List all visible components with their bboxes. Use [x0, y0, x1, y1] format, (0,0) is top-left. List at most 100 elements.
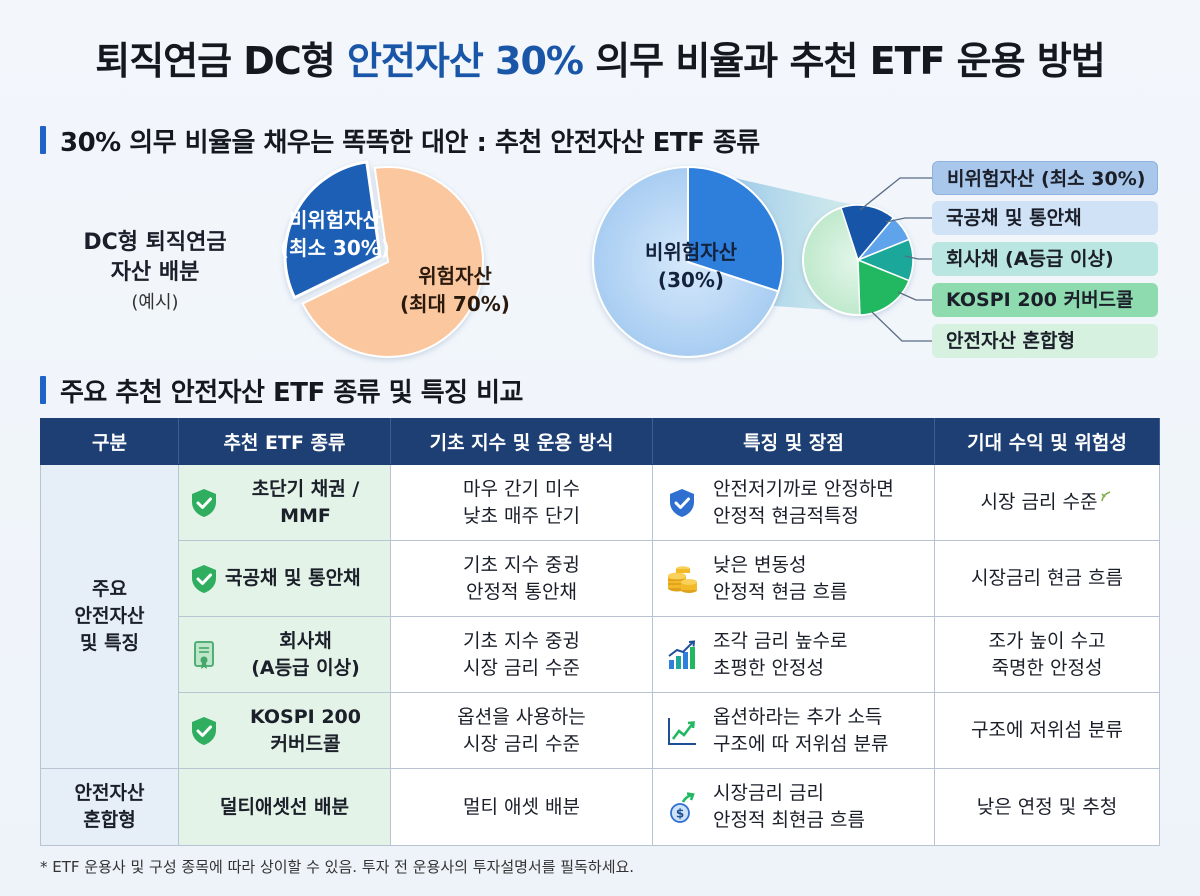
category-mixed: 안전자산 혼합형	[40, 768, 179, 846]
etf-name-line2: (A등급 이상)	[251, 656, 360, 679]
dollar-growth-icon: $	[670, 792, 695, 823]
svg-text:$: $	[676, 807, 684, 821]
expected-cell: 시장금리 현금 흐름	[934, 540, 1160, 617]
legend-item-government: 국공채 및 통안채	[932, 201, 1158, 235]
shield-check-icon	[192, 564, 216, 593]
allocation-label-sub: (예시)	[131, 292, 179, 313]
shield-check-icon	[192, 488, 216, 517]
feature-line1: 조각 금리 높수로	[713, 629, 848, 652]
feature-line1: 안전저기까로 안정하면	[713, 477, 894, 500]
expected-cell: 시장 금리 수준	[934, 464, 1160, 541]
etf-cell: 초단기 채권 / MMF	[178, 464, 391, 541]
allocation-label-line1: DC형 퇴직연금	[83, 230, 227, 255]
expected-text: 시장 금리 수준	[980, 491, 1098, 513]
index-cell: 마우 간기 미수 낮초 매주 단기	[390, 464, 653, 541]
etf-name-line1: 국공채 및 통안채	[225, 567, 361, 589]
feature-line2: 초평한 안정성	[713, 656, 824, 679]
index-cell: 멀티 애셋 배분	[390, 768, 653, 846]
growth-chart-icon	[668, 639, 696, 669]
legend-item-mixed: 안전자산 혼합형	[932, 324, 1158, 358]
feature-line1: 낮은 변동성	[713, 553, 807, 576]
allocation-label: DC형 퇴직연금 자산 배분 (예시)	[70, 228, 240, 318]
feature-line1: 시장금리 금리	[713, 782, 824, 804]
index-line1: 기초 지수 중귕	[463, 553, 580, 576]
legend-item-corporate: 회사채 (A등급 이상)	[932, 242, 1158, 276]
header-etf-type: 추천 ETF 종류	[178, 418, 391, 465]
breakdown-pie	[802, 204, 914, 316]
expected-cell: 조가 높이 수고 죽명한 안정성	[934, 616, 1160, 693]
index-line2: 시장 금리 수준	[463, 656, 580, 679]
page-title: 퇴직연금 DC형 안전자산 30% 의무 비율과 추천 ETF 운용 방법	[0, 30, 1200, 85]
title-part2: 의무 비율과 추천 ETF 운용 방법	[582, 39, 1106, 83]
feature-line2: 안정적 현금 흐름	[713, 580, 848, 603]
etf-cell: 국공채 및 통안채	[178, 540, 391, 617]
index-line2: 안정적 통안채	[466, 580, 577, 603]
feature-line2: 안정적 현금적특정	[713, 504, 859, 527]
index-line2: 시장 금리 수준	[463, 732, 580, 755]
breakdown-slice-short-term	[840, 204, 895, 262]
allocation-label-line2: 자산 배분	[110, 260, 200, 285]
etf-name-line2: MMF	[280, 504, 331, 527]
title-part1: 퇴직연금 DC형	[95, 39, 347, 83]
pie-slice-safe	[283, 160, 382, 300]
index-line1: 마우 간기 미수	[463, 477, 580, 500]
sprout-icon	[1101, 491, 1111, 502]
etf-name-line2: 커버드콜	[270, 732, 341, 755]
category-line3: 및 특징	[79, 632, 140, 654]
shield-check-icon	[670, 488, 694, 517]
shield-check-icon	[192, 716, 216, 745]
expected-line2: 죽명한 안정성	[991, 656, 1103, 679]
index-line1: 기초 지수 중귕	[463, 629, 580, 652]
category-line1: 안전자산	[74, 782, 145, 804]
feature-line1: 옵션하라는 추가 소득	[713, 705, 883, 728]
etf-cell: 덜티애셋선 배분	[178, 768, 391, 846]
pie-label-safe-line2: (최소 30%)	[280, 236, 390, 260]
legend-leader-lines	[859, 177, 932, 342]
certificate-icon	[194, 640, 214, 669]
etf-name-line1: KOSPI 200	[250, 705, 361, 728]
footnote: * ETF 운용사 및 구성 종목에 따라 상이할 수 있음. 투자 전 운용사…	[40, 858, 635, 876]
etf-name-line1: 초단기 채권 /	[251, 477, 360, 500]
etf-cell: 회사채 (A등급 이상)	[178, 616, 391, 693]
expected-cell: 낮은 연정 및 추청	[934, 768, 1160, 846]
expected-text: 낮은 연정 및 추청	[976, 795, 1118, 818]
etf-name-line1: 덜티애셋선 배분	[220, 795, 349, 818]
trend-line-icon	[668, 717, 696, 745]
pie-label-risk-line2: (최대 70%)	[400, 292, 510, 316]
header-index-method: 기초 지수 및 운용 방식	[390, 418, 653, 465]
feature-line2: 구조에 따 저위섬 분류	[713, 732, 889, 755]
legend-item-safe-min: 비위험자산 (최소 30%)	[932, 161, 1158, 195]
index-line1: 옵션을 사용하는	[457, 705, 586, 728]
allocation-pie	[283, 160, 484, 358]
etf-comparison-table: 구분 추천 ETF 종류 기초 지수 및 운용 방식 특징 및 장점 기대 수익…	[40, 418, 1160, 846]
etf-cell: KOSPI 200 커버드콜	[178, 692, 391, 769]
expected-cell: 구조에 저위섬 분류	[934, 692, 1160, 769]
expected-text: 시장금리 현금 흐름	[971, 567, 1123, 589]
pie-label-safe-line1: 비위험자산	[289, 208, 381, 232]
pie-label-center-line1: 비위험자산	[645, 240, 737, 264]
section-heading-comparison: 주요 추천 안전자산 ETF 종류 및 특징 비교	[40, 372, 523, 409]
table-row: 주요 안전자산 및 특징 초단기 채권 / MMF 마우 간기 미수 낮초 매주 단…	[40, 464, 1160, 769]
header-features: 특징 및 장점	[652, 418, 935, 465]
section-heading-etf-types: 30% 의무 비율을 채우는 똑똑한 대안 : 추천 안전자산 ETF 종류	[40, 122, 760, 159]
pie-slice-risk	[301, 166, 484, 358]
pie-label-safe: 비위험자산 (최소 30%)	[270, 206, 400, 262]
category-main-safe: 주요 안전자산 및 특징	[40, 464, 179, 769]
title-accent: 안전자산 30%	[346, 39, 584, 83]
feature-line2: 안정적 최현금 흐름	[713, 809, 865, 831]
pie-slice-safe-30	[687, 165, 784, 293]
pie-label-risk-line1: 위험자산	[418, 264, 492, 288]
etf-name-line1: 회사채	[279, 629, 332, 652]
expected-text: 구조에 저위섬 분류	[971, 719, 1123, 741]
